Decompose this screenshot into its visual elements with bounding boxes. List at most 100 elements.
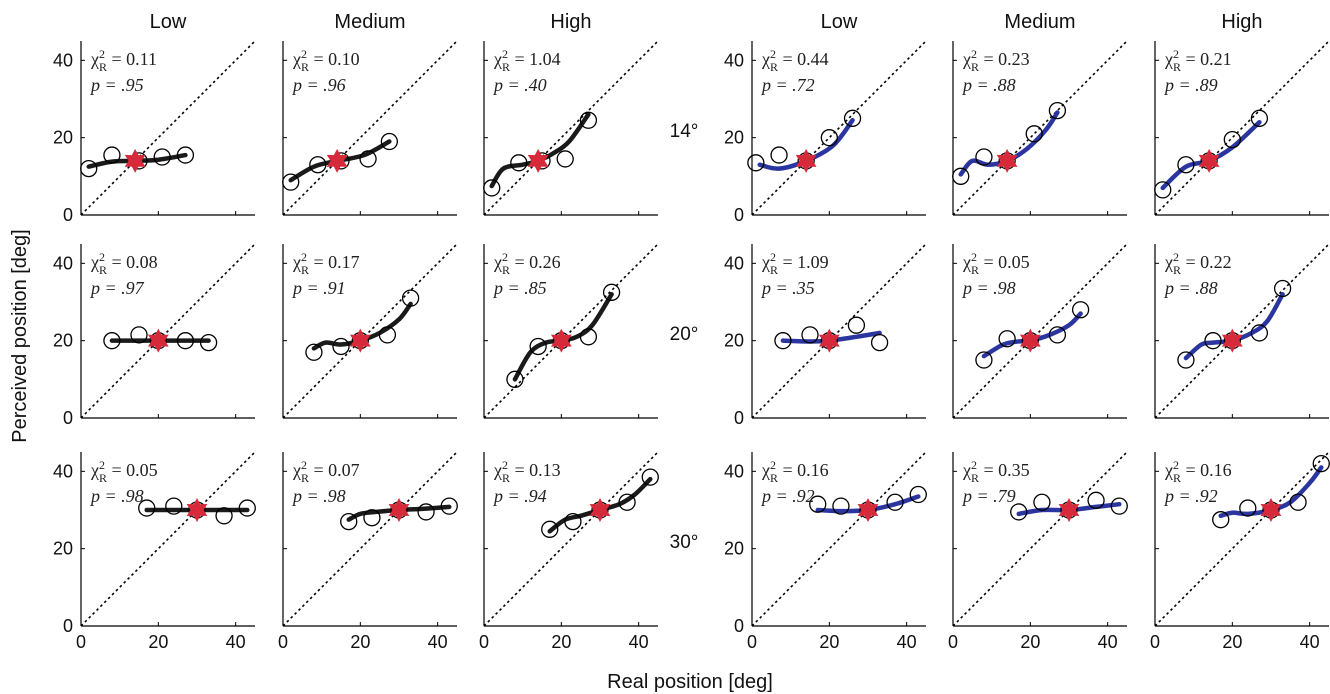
chi-superscript: 2: [99, 47, 105, 61]
column-header: High: [550, 11, 591, 33]
chi-square-label: χ2 R = 0.16: [1164, 458, 1232, 485]
p-value-label: p = .91: [291, 278, 346, 298]
chi-value: 0.11: [126, 49, 157, 69]
chi-superscript: 2: [99, 250, 105, 264]
data-point: [510, 154, 528, 172]
data-point: [215, 507, 233, 525]
p-prefix: p =: [760, 278, 792, 298]
chi-symbol: χ: [962, 49, 971, 69]
chi-square-label: χ2 R = 0.05: [90, 458, 158, 485]
identity-line: [1154, 243, 1330, 419]
p-value-label: p = .88: [961, 75, 1016, 95]
p-prefix: p =: [760, 75, 792, 95]
chi-value: 0.44: [797, 49, 829, 69]
reference-star: [1260, 498, 1282, 522]
chi-symbol: χ: [761, 460, 770, 480]
data-point: [975, 148, 993, 166]
panel: χ2 R = 0.05p = .98: [952, 243, 1128, 419]
chi-superscript: 2: [502, 250, 508, 264]
chi-subscript: R: [770, 60, 778, 74]
p-value: .88: [1195, 278, 1218, 298]
fit-curve: [346, 504, 452, 522]
data-point: [1212, 511, 1230, 529]
chi-superscript: 2: [1173, 458, 1179, 472]
data-point: [1273, 279, 1292, 298]
chi-value: 0.17: [328, 252, 360, 272]
chi-subscript: R: [971, 263, 979, 277]
p-value-label: p = .92: [1163, 486, 1218, 506]
chi-equals: =: [309, 252, 328, 272]
data-point: [238, 499, 256, 517]
data-point: [103, 146, 121, 164]
chi-equals: =: [309, 460, 328, 480]
chi-symbol: χ: [292, 252, 301, 272]
data-point: [417, 503, 435, 521]
p-value-label: p = .94: [492, 486, 547, 506]
chi-subscript: R: [99, 60, 107, 74]
p-prefix: p =: [1163, 486, 1195, 506]
data-point: [774, 332, 792, 350]
p-value-label: p = .97: [89, 278, 145, 298]
y-tick-label: 0: [734, 408, 744, 428]
data-point: [305, 343, 323, 361]
reference-star: [1019, 328, 1041, 353]
p-prefix: p =: [291, 486, 323, 506]
reference-star: [147, 328, 169, 353]
panel: χ2 R = 0.17p = .91: [282, 243, 458, 419]
data-point: [747, 154, 765, 172]
chi-square-label: χ2 R = 0.05: [962, 250, 1030, 277]
row-label: 30°: [670, 532, 699, 553]
chi-equals: =: [510, 252, 529, 272]
x-tick-label: 20: [819, 632, 839, 652]
chi-superscript: 2: [502, 458, 508, 472]
data-point: [130, 326, 148, 344]
chi-superscript: 2: [770, 458, 776, 472]
p-value-label: p = .85: [492, 278, 547, 298]
panel: χ2 R = 1.04p = .40: [483, 40, 659, 216]
chi-symbol: χ: [1164, 49, 1173, 69]
chi-square-label: χ2 R = 0.23: [962, 47, 1030, 74]
chi-symbol: χ: [761, 49, 770, 69]
chi-subscript: R: [301, 60, 309, 74]
chi-equals: =: [309, 49, 328, 69]
row-label: 14°: [670, 121, 699, 142]
data-point: [1048, 326, 1067, 344]
reference-star: [795, 148, 817, 173]
chi-subscript: R: [770, 471, 778, 485]
chi-equals: =: [510, 49, 529, 69]
chi-subscript: R: [1173, 471, 1181, 485]
identity-line: [751, 451, 927, 627]
reference-star: [550, 328, 572, 353]
x-tick-label: 0: [76, 632, 86, 652]
data-point: [378, 326, 397, 344]
chi-subscript: R: [971, 471, 979, 485]
data-point: [975, 351, 993, 369]
chi-superscript: 2: [1173, 47, 1179, 61]
y-tick-label: 40: [53, 253, 73, 273]
data-point: [401, 289, 420, 307]
data-point: [870, 333, 889, 352]
chi-value: 0.08: [126, 252, 158, 272]
data-point: [138, 499, 156, 517]
x-tick-label: 40: [629, 632, 649, 652]
chi-square-label: χ2 R = 0.44: [761, 47, 829, 74]
data-point: [309, 156, 327, 174]
data-point: [579, 328, 598, 346]
data-point: [1033, 493, 1051, 511]
chi-value: 0.35: [998, 460, 1030, 480]
p-value-label: p = .92: [760, 486, 815, 506]
p-value-label: p = .98: [291, 486, 346, 506]
chi-superscript: 2: [971, 47, 977, 61]
data-point: [1177, 351, 1195, 369]
p-value-label: p = .88: [1163, 278, 1218, 298]
data-point: [1087, 491, 1105, 509]
chi-equals: =: [510, 460, 529, 480]
chi-superscript: 2: [301, 250, 307, 264]
chi-superscript: 2: [971, 250, 977, 264]
reference-star: [326, 148, 348, 173]
data-point: [506, 370, 524, 388]
chi-equals: =: [979, 252, 998, 272]
